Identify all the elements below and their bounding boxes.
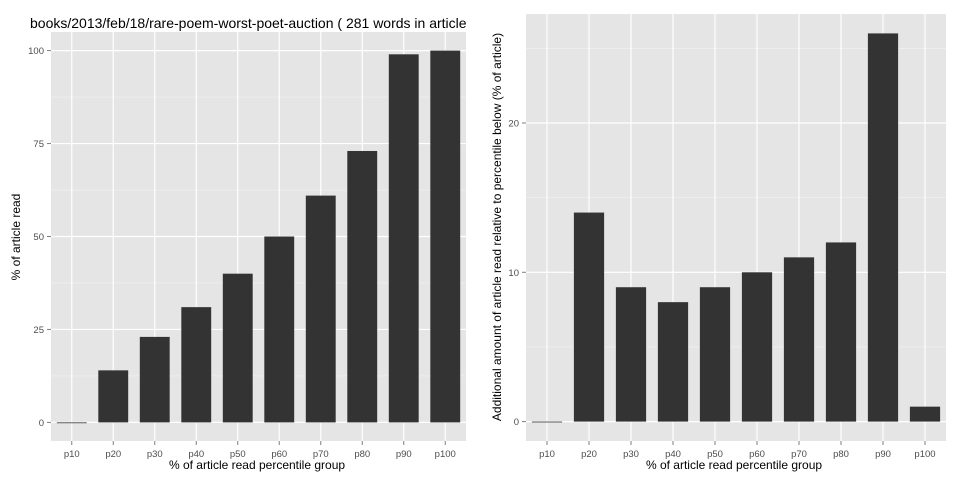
- y-tick-label: 0: [514, 417, 519, 428]
- x-tick-label: p70: [791, 449, 807, 460]
- x-tick-label: p20: [581, 449, 597, 460]
- y-tick-label: 10: [508, 268, 519, 279]
- y-tick-label: 100: [28, 46, 44, 57]
- x-tick-label: p30: [623, 449, 639, 460]
- x-tick-label: p60: [271, 449, 287, 460]
- y-tick-label: 75: [33, 139, 44, 150]
- x-tick-label: p100: [435, 449, 456, 460]
- bar-p40: [657, 302, 689, 422]
- bar-p20: [98, 370, 129, 423]
- x-tick-label: p30: [147, 449, 163, 460]
- x-tick-label: p80: [833, 449, 849, 460]
- x-tick-label: p10: [539, 449, 555, 460]
- y-tick-label: 25: [33, 325, 44, 336]
- x-tick-label: p40: [665, 449, 681, 460]
- bar-p70: [305, 195, 336, 423]
- left-bars: [56, 50, 461, 424]
- bar-p100: [909, 406, 941, 422]
- x-tick-label: p60: [749, 449, 765, 460]
- x-tick-label: p50: [707, 449, 723, 460]
- bar-p50: [222, 273, 253, 423]
- bar-p10: [56, 422, 87, 424]
- x-tick-label: p40: [188, 449, 204, 460]
- x-tick-label: p20: [105, 449, 121, 460]
- x-tick-label: p50: [230, 449, 246, 460]
- x-tick-label: p10: [64, 449, 80, 460]
- x-tick-label: p90: [396, 449, 412, 460]
- bar-p20: [573, 212, 605, 422]
- right-x-ticks: p10 p20 p30 p40 p50 p60 p70 p80 p90 p100: [539, 441, 936, 460]
- x-tick-label: p80: [354, 449, 370, 460]
- bar-p10: [531, 421, 563, 423]
- left-y-axis-label: % of article read: [9, 194, 23, 281]
- bar-p100: [430, 50, 461, 423]
- right-y-axis-label: Additional amount of article read relati…: [490, 33, 504, 421]
- bar-p80: [825, 242, 857, 422]
- bar-p70: [783, 257, 815, 422]
- bar-p30: [139, 336, 170, 423]
- bar-p30: [615, 287, 647, 422]
- x-tick-label: p70: [313, 449, 329, 460]
- right-chart: 0 10 20 p10 p20 p30 p40 p50 p60 p70 p80 p90 p100 % …: [490, 14, 946, 472]
- bar-p40: [181, 307, 212, 423]
- x-tick-label: p100: [914, 449, 935, 460]
- left-x-ticks: p10 p20 p30 p40 p50 p60 p70 p80 p90 p100: [64, 441, 456, 460]
- y-tick-label: 50: [33, 232, 44, 243]
- left-x-axis-label: % of article read percentile group: [169, 458, 345, 472]
- bar-p60: [264, 236, 295, 423]
- y-tick-label: 20: [508, 118, 519, 129]
- bar-p50: [699, 287, 731, 422]
- left-y-ticks: 0 25 50 75 100: [28, 46, 51, 429]
- y-tick-label: 0: [39, 418, 44, 429]
- bar-p90: [867, 33, 899, 422]
- bar-p90: [388, 54, 419, 423]
- right-x-axis-label: % of article read percentile group: [646, 458, 822, 472]
- bar-p80: [347, 150, 378, 423]
- left-chart-title: books/2013/feb/18/rare-poem-worst-poet-a…: [30, 15, 467, 31]
- bar-p60: [741, 272, 773, 422]
- x-tick-label: p90: [875, 449, 891, 460]
- right-bars: [531, 33, 941, 423]
- right-y-ticks: 0 10 20: [508, 118, 526, 428]
